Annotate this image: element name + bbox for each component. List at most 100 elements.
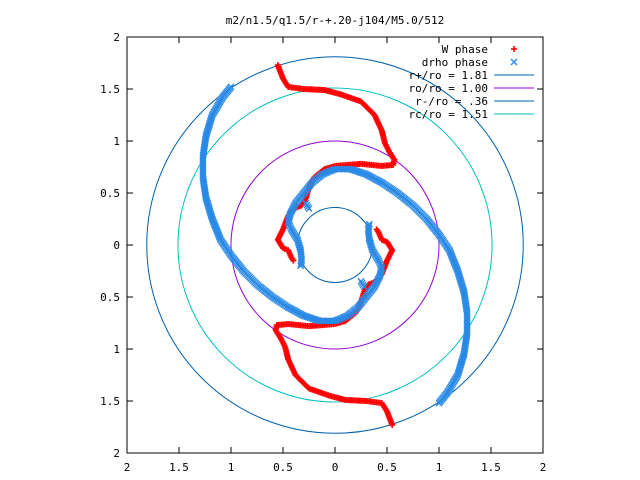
point-1-427-b <box>354 168 362 176</box>
point-1-255-b <box>365 220 373 228</box>
y-axis-ticks: 2 1.5 1 0.5 0 0.5 1 1.5 2 <box>100 31 543 460</box>
point-1-339-b <box>454 269 462 277</box>
point-1-72-b <box>203 196 211 204</box>
point-1-168-b <box>303 313 311 321</box>
legend-label-0: W phase <box>442 43 488 56</box>
point-1-243-b <box>367 241 375 249</box>
point-1-425-b <box>358 169 366 177</box>
x-tick-label-5: 0.5 <box>377 461 397 474</box>
point-1-331-b <box>458 281 466 289</box>
y-tick-label-6: 1 <box>113 135 120 148</box>
y-tick-label-0: 2 <box>113 447 120 460</box>
chart-title: m2/n1.5/q1.5/r-+.20-j104/M5.0/512 <box>226 14 445 27</box>
point-1-497-b <box>294 238 302 246</box>
point-1-426-b <box>356 168 364 176</box>
point-0-421 <box>373 226 380 233</box>
circle-2 <box>297 207 373 283</box>
point-1-424-b <box>359 169 367 177</box>
point-1-510-b <box>297 260 305 268</box>
legend-label-3: ro/ro = 1.00 <box>409 82 488 95</box>
point-0-210 <box>290 257 297 264</box>
y-tick-label-5: 0.5 <box>100 187 120 200</box>
legend-sample-1 <box>510 58 518 66</box>
reference-circles <box>146 56 524 434</box>
point-1-501-b <box>296 244 304 252</box>
point-1-166-b <box>300 312 308 320</box>
point-1-515-b <box>302 199 310 207</box>
point-1-423-b <box>361 170 369 178</box>
y-tick-label-7: 1.5 <box>100 83 120 96</box>
point-1-80-b <box>206 209 214 217</box>
point-1-245-b <box>366 238 374 246</box>
circle-3 <box>177 87 493 403</box>
point-1-167-b <box>301 312 309 320</box>
point-1-254-b <box>365 222 373 230</box>
point-1-73-b <box>203 197 211 205</box>
point-1-83-b <box>208 213 216 221</box>
point-1-255 <box>365 220 373 228</box>
x-tick-label-4: 0 <box>332 461 339 474</box>
point-1-335-b <box>456 275 464 283</box>
series-drho-phase <box>199 83 471 407</box>
x-tick-label-0: 2 <box>124 461 131 474</box>
point-1-240-b <box>368 246 376 254</box>
point-1-75-b <box>204 201 212 209</box>
legend-label-2: r+/ro = 1.81 <box>409 69 488 82</box>
point-1-422-b <box>362 170 370 178</box>
plot-area <box>146 56 524 434</box>
point-1-81-b <box>207 210 215 218</box>
y-tick-label-2: 1 <box>113 343 120 356</box>
point-1-487-b <box>286 222 294 230</box>
point-1-327-b <box>460 288 468 296</box>
point-1-500-b <box>296 243 304 251</box>
point-1-511 <box>297 262 305 270</box>
y-tick-label-4: 0 <box>113 239 120 252</box>
point-1-241-b <box>368 244 376 252</box>
y-tick-label-8: 2 <box>113 31 120 44</box>
x-tick-label-7: 1.5 <box>481 461 501 474</box>
point-1-231-b <box>376 260 384 268</box>
point-1-229-b <box>378 264 386 272</box>
point-1-171-b <box>308 314 316 322</box>
point-1-78-b <box>205 205 213 213</box>
x-tick-label-2: 1 <box>228 461 235 474</box>
circle-0 <box>146 56 524 434</box>
point-1-488-b <box>287 224 295 232</box>
point-1-330-b <box>459 283 467 291</box>
point-1-487 <box>286 222 294 230</box>
point-1-336-b <box>456 273 464 281</box>
circle-1 <box>230 140 440 350</box>
point-1-496-b <box>294 236 302 244</box>
x-tick-label-6: 1 <box>436 461 443 474</box>
point-1-333-b <box>457 278 465 286</box>
point-1-231 <box>376 260 384 268</box>
point-1-329-b <box>459 285 467 293</box>
point-1-511-b <box>297 262 305 270</box>
legend-sample-0 <box>511 46 517 52</box>
point-1-74-b <box>203 199 211 207</box>
point-1-77-b <box>205 204 213 212</box>
point-1-328-b <box>459 286 467 294</box>
x-tick-label-1: 1.5 <box>169 461 189 474</box>
point-1-71-b <box>202 194 210 202</box>
point-1-170-b <box>306 314 314 322</box>
x-tick-label-8: 2 <box>540 461 547 474</box>
point-1-242-b <box>367 243 375 251</box>
y-tick-label-1: 1.5 <box>100 395 120 408</box>
point-1-334-b <box>457 277 465 285</box>
point-1-230 <box>377 262 385 270</box>
point-1-519 <box>360 283 368 291</box>
point-1-79-b <box>206 207 214 215</box>
point-1-338-b <box>455 270 463 278</box>
point-1-230-b <box>377 262 385 270</box>
legend-label-4: r-/ro = .36 <box>415 95 488 108</box>
legend-sample-1-b <box>510 58 518 66</box>
point-1-486-b <box>285 220 293 228</box>
point-1-519-b <box>360 283 368 291</box>
point-1-173-b <box>311 315 319 323</box>
point-1-486 <box>285 220 293 228</box>
point-1-429-b <box>351 167 359 175</box>
point-1-232-b <box>375 258 383 266</box>
